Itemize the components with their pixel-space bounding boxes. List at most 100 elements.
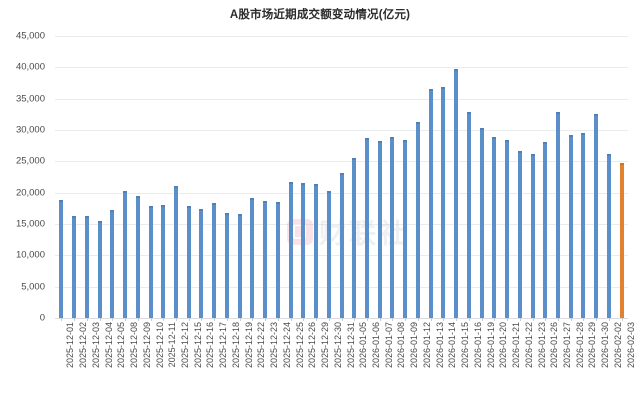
bar[interactable] [568,135,573,318]
bar[interactable] [555,112,560,318]
y-axis-tick-label: 15,000 [15,218,45,230]
bar-cap [97,220,102,223]
bar-cap [237,213,242,216]
bar-cap [186,206,191,209]
bar[interactable] [186,206,191,318]
bar[interactable] [161,204,166,318]
bar[interactable] [212,203,217,318]
x-axis-tick-label: 2025-12-09 [141,322,152,369]
x-axis-tick-mark [99,318,101,321]
bar-cap [199,208,204,211]
bar[interactable] [352,157,357,318]
bar[interactable] [110,209,115,318]
bar-cap [72,215,77,218]
bar[interactable] [530,153,535,318]
x-axis-tick-mark [443,318,445,321]
x-axis-tick-mark [303,318,305,321]
x-axis-tick-mark [494,318,496,321]
bar[interactable] [390,136,395,318]
bar-cap [173,185,178,188]
bar[interactable] [428,89,433,318]
bar-cap [161,204,166,207]
bar[interactable] [594,113,599,318]
bar[interactable] [84,216,89,318]
y-axis-tick-label: 10,000 [15,249,45,261]
bar[interactable] [250,198,255,318]
gridline [55,36,628,37]
bar[interactable] [59,199,64,318]
x-axis-tick-label: 2025-12-17 [218,322,229,369]
bar[interactable] [505,140,510,318]
x-axis-tick-mark [112,318,114,321]
x-axis-tick-label: 2026-01-05 [358,322,369,369]
bar[interactable] [415,122,420,318]
x-axis-tick-label: 2026-01-22 [523,322,534,369]
bar[interactable] [123,190,128,318]
bar-cap [466,112,471,115]
bar[interactable] [606,154,611,318]
bar[interactable] [492,136,497,318]
bar-cap [568,135,573,138]
x-axis-tick-mark [392,318,394,321]
bar[interactable] [377,141,382,318]
bar[interactable] [403,140,408,318]
x-axis-tick-mark [61,318,63,321]
bar[interactable] [466,112,471,318]
bar[interactable] [441,86,446,318]
bar-cap [135,196,140,199]
x-axis-tick-label: 2025-12-19 [243,322,254,369]
bar[interactable] [364,137,369,318]
bar[interactable] [224,213,229,318]
x-axis-tick-label: 2025-12-23 [269,322,280,369]
x-axis-tick-label: 2026-01-08 [396,322,407,369]
gridline [55,161,628,163]
bar[interactable] [288,182,293,318]
bar[interactable] [479,127,484,318]
bar[interactable] [97,220,102,318]
bar[interactable] [135,196,140,318]
bar[interactable] [148,205,153,318]
bar[interactable] [454,68,459,318]
bar[interactable] [263,201,268,318]
bar-cap [606,154,611,157]
chart-title: A股市场近期成交额变动情况(亿元) [229,9,411,21]
bar[interactable] [339,172,344,318]
bar-cap [403,140,408,143]
bar-cap [377,141,382,144]
x-axis-tick-mark [74,318,76,321]
bar[interactable] [237,213,242,318]
bar[interactable] [314,183,319,318]
bar[interactable] [199,208,204,318]
bar-cap [314,183,319,186]
bar[interactable] [517,150,522,318]
bar[interactable] [275,202,280,318]
bar-cap [110,209,115,212]
bar-cap [390,136,395,139]
bar[interactable] [619,163,624,318]
x-axis-tick-label: 2025-12-04 [103,322,114,369]
bar-cap [123,190,128,193]
x-axis-tick-mark [366,318,368,321]
bar[interactable] [326,191,331,318]
x-axis-tick-label: 2026-01-28 [574,322,585,369]
x-axis-tick-mark [239,318,241,321]
x-axis-tick-mark [354,318,356,321]
bar-cap [428,89,433,92]
bar[interactable] [543,141,548,318]
x-axis-tick-mark [430,318,432,321]
x-axis-tick-mark [316,318,318,321]
bar[interactable] [173,185,178,318]
bar[interactable] [581,132,586,318]
gridline [55,130,628,131]
gridline [55,98,628,100]
x-axis-tick-mark [608,318,610,321]
bar[interactable] [72,215,77,318]
x-axis-tick-mark [86,318,88,321]
x-axis-tick-label: 2026-01-26 [549,322,560,369]
x-axis-tick-label: 2025-12-11 [167,322,178,368]
x-axis-tick-mark [226,318,228,321]
x-axis-tick-label: 2025-12-24 [281,322,292,369]
x-axis-tick-label: 2025-12-31 [345,322,356,369]
bar[interactable] [301,183,306,318]
